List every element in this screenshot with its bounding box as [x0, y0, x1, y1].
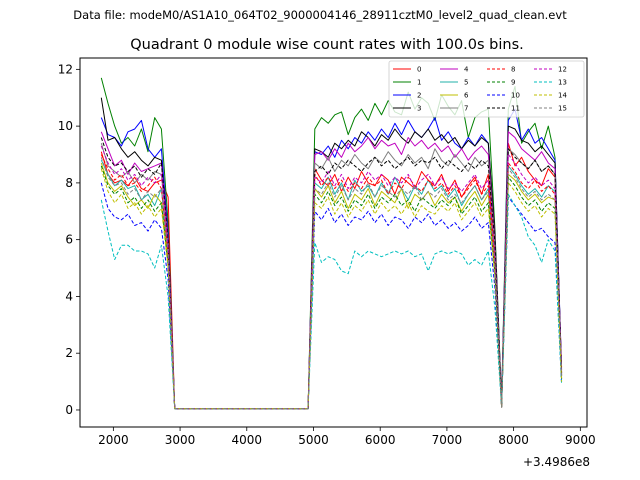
x-tick-label: 3000 — [165, 433, 196, 447]
legend-label-0: 0 — [417, 66, 421, 74]
series-line-13 — [100, 193, 563, 410]
x-tick-label: 4000 — [232, 433, 263, 447]
x-axis: 2000 3000 4000 5000 6000 7000 8000 9000 — [98, 427, 596, 447]
x-tick-label: 6000 — [365, 433, 396, 447]
x-tick-label: 5000 — [298, 433, 329, 447]
legend-label-4: 4 — [464, 66, 469, 74]
series-line-9 — [100, 165, 563, 410]
legend-label-11: 11 — [511, 105, 520, 113]
legend-label-3: 3 — [417, 105, 421, 113]
y-axis: 0 2 4 6 8 10 12 — [58, 62, 80, 417]
legend-label-13: 13 — [558, 79, 567, 87]
chart-suptitle: Data file: modeM0/AS1A10_064T02_90000041… — [73, 8, 567, 22]
legend-label-10: 10 — [511, 92, 520, 100]
legend-label-8: 8 — [511, 66, 515, 74]
legend-label-14: 14 — [558, 92, 567, 100]
legend-box — [388, 60, 585, 118]
y-tick-label: 6 — [65, 233, 73, 247]
y-tick-label: 4 — [65, 289, 73, 303]
y-tick-label: 0 — [65, 403, 73, 417]
plot-lines — [100, 77, 563, 410]
x-tick-label: 9000 — [565, 433, 596, 447]
y-tick-label: 10 — [58, 119, 73, 133]
legend-label-15: 15 — [558, 105, 567, 113]
y-tick-label: 8 — [65, 176, 73, 190]
series-line-12 — [100, 145, 563, 410]
axes-frame — [79, 57, 588, 428]
legend-label-1: 1 — [417, 79, 421, 87]
legend-label-5: 5 — [464, 79, 468, 87]
x-tick-label: 2000 — [98, 433, 129, 447]
y-tick-label: 2 — [65, 346, 73, 360]
legend-label-2: 2 — [417, 92, 421, 100]
legend-label-7: 7 — [464, 105, 468, 113]
x-tick-label: 8000 — [498, 433, 529, 447]
y-tick-label: 12 — [58, 62, 73, 76]
legend-label-12: 12 — [558, 66, 567, 74]
x-offset-label: +3.4986e8 — [523, 455, 590, 469]
x-tick-label: 7000 — [432, 433, 463, 447]
chart-title: Quadrant 0 module wise count rates with … — [130, 37, 524, 53]
legend-label-9: 9 — [511, 79, 515, 87]
legend-label-6: 6 — [464, 92, 469, 100]
